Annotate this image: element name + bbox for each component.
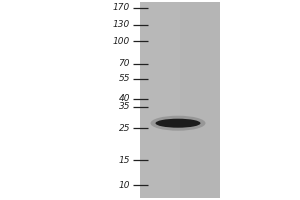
Text: 15: 15 xyxy=(118,156,130,165)
Text: 25: 25 xyxy=(118,124,130,133)
Text: 55: 55 xyxy=(118,74,130,83)
Text: 35: 35 xyxy=(118,102,130,111)
Text: 10: 10 xyxy=(118,181,130,190)
Ellipse shape xyxy=(155,119,200,128)
Ellipse shape xyxy=(151,116,206,131)
Text: 70: 70 xyxy=(118,59,130,68)
Bar xyxy=(140,2,180,198)
Text: 170: 170 xyxy=(113,3,130,12)
Text: 100: 100 xyxy=(113,37,130,46)
Text: 40: 40 xyxy=(118,94,130,103)
Text: 130: 130 xyxy=(113,20,130,29)
Bar xyxy=(140,2,220,198)
